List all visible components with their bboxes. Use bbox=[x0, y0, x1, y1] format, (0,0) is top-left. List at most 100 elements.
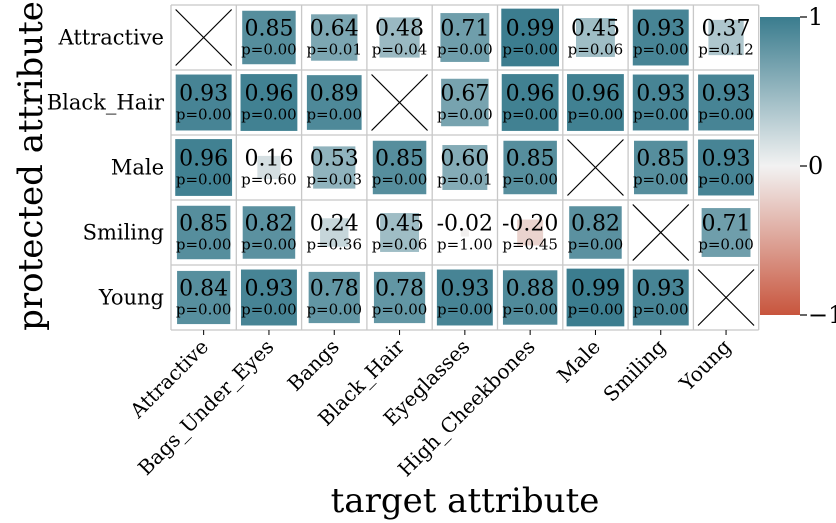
heatmap-cell: 0.85p=0.00 bbox=[176, 205, 232, 260]
cell-value-label: 0.78 bbox=[310, 277, 359, 302]
cell-value-label: 0.93 bbox=[179, 82, 228, 107]
heatmap-cell bbox=[371, 74, 428, 131]
cell-value-label: 0.93 bbox=[244, 277, 293, 302]
heatmap-cell: 0.53p=0.03 bbox=[306, 146, 362, 189]
cell-p-value-label: p=0.60 bbox=[241, 171, 297, 189]
cell-value-label: 0.45 bbox=[375, 212, 424, 237]
cell-p-value-label: p=0.00 bbox=[502, 41, 558, 59]
cell-p-value-label: p=0.00 bbox=[698, 106, 754, 124]
heatmap-cell: 0.85p=0.00 bbox=[633, 140, 689, 195]
heatmap-cell: 0.64p=0.01 bbox=[306, 14, 362, 61]
cell-square bbox=[698, 74, 755, 131]
heatmap-cell: 0.24p=0.36 bbox=[306, 212, 362, 254]
heatmap-cell: 0.85p=0.00 bbox=[502, 140, 558, 195]
cell-square bbox=[308, 271, 360, 324]
cell-p-value-label: p=0.00 bbox=[176, 301, 232, 319]
cell-value-label: 0.96 bbox=[571, 82, 620, 107]
heatmap-cell bbox=[697, 269, 755, 326]
cell-value-label: 0.96 bbox=[179, 147, 228, 172]
cell-value-label: 0.88 bbox=[506, 277, 555, 302]
diagonal-cross-mark bbox=[371, 74, 428, 131]
cell-square bbox=[240, 269, 297, 326]
cell-p-value-label: p=0.00 bbox=[241, 236, 297, 254]
cell-square bbox=[257, 155, 281, 180]
cell-value-label: 0.85 bbox=[244, 17, 293, 42]
cell-square bbox=[440, 13, 490, 62]
cell-square bbox=[567, 74, 624, 131]
cell-square bbox=[379, 17, 420, 58]
cell-value-label: 0.37 bbox=[702, 17, 751, 42]
heatmap-cell bbox=[567, 139, 624, 196]
cell-p-value-label: p=1.00 bbox=[437, 236, 493, 254]
heatmap-cell: 0.93p=0.00 bbox=[632, 9, 689, 66]
cell-square bbox=[701, 208, 751, 257]
cell-p-value-label: p=0.00 bbox=[502, 106, 558, 124]
cell-value-label: 0.82 bbox=[244, 212, 293, 237]
cell-p-value-label: p=0.00 bbox=[306, 301, 362, 319]
cell-p-value-label: p=0.00 bbox=[633, 106, 689, 124]
cell-value-label: -0.20 bbox=[502, 212, 558, 237]
heatmap-cell: 0.78p=0.00 bbox=[306, 271, 362, 324]
cell-square bbox=[380, 213, 420, 252]
heatmap-cell: 0.93p=0.00 bbox=[698, 74, 755, 131]
heatmap-cell: 0.45p=0.06 bbox=[568, 17, 624, 59]
heatmap-cell: 0.45p=0.06 bbox=[372, 212, 428, 254]
cell-value-label: 0.60 bbox=[440, 147, 489, 172]
cell-p-value-label: p=0.03 bbox=[306, 171, 362, 189]
cell-p-value-label: p=0.00 bbox=[698, 171, 754, 189]
cell-square bbox=[175, 74, 232, 131]
cell-square bbox=[501, 8, 560, 67]
heatmap-cell: 0.85p=0.00 bbox=[241, 10, 297, 65]
cell-value-label: 0.78 bbox=[375, 277, 424, 302]
cell-square bbox=[632, 74, 689, 131]
x-axis-label: target attribute bbox=[331, 481, 600, 521]
y-axis-label: protected attribute bbox=[11, 1, 51, 331]
cell-value-label: 0.93 bbox=[636, 17, 685, 42]
cell-square bbox=[460, 228, 469, 237]
cell-p-value-label: p=0.00 bbox=[633, 301, 689, 319]
cell-square bbox=[242, 206, 296, 259]
cell-square bbox=[698, 139, 755, 196]
cell-p-value-label: p=0.00 bbox=[437, 41, 493, 59]
colorbar-gradient bbox=[760, 17, 800, 315]
heatmap-cell: 0.71p=0.00 bbox=[437, 13, 493, 62]
cell-square bbox=[632, 9, 689, 66]
cell-p-value-label: p=0.12 bbox=[698, 41, 754, 59]
cell-square bbox=[320, 218, 349, 247]
cell-value-label: 0.89 bbox=[310, 82, 359, 107]
heatmap-cell: 0.67p=0.00 bbox=[437, 78, 493, 127]
cell-p-value-label: p=0.00 bbox=[698, 236, 754, 254]
column-label: Bangs bbox=[283, 335, 344, 396]
cell-square bbox=[436, 269, 493, 326]
cell-square bbox=[177, 270, 231, 325]
heatmap-cell: 0.16p=0.60 bbox=[241, 147, 297, 189]
heatmap-cell: 0.93p=0.00 bbox=[698, 139, 755, 196]
row-label: Male bbox=[111, 156, 164, 180]
cell-square bbox=[311, 14, 358, 61]
cell-p-value-label: p=0.01 bbox=[437, 171, 493, 189]
cell-p-value-label: p=0.00 bbox=[437, 106, 493, 124]
cell-p-value-label: p=0.00 bbox=[568, 236, 624, 254]
colorbar-tick-label: −1 bbox=[808, 301, 836, 329]
column-label: Young bbox=[674, 334, 736, 396]
heatmap-cell: 0.82p=0.00 bbox=[241, 206, 297, 259]
cell-value-label: 0.96 bbox=[506, 82, 555, 107]
cell-p-value-label: p=0.00 bbox=[306, 106, 362, 124]
heatmap-cell: 0.96p=0.00 bbox=[240, 74, 298, 131]
heatmap-cells: 0.85p=0.000.64p=0.010.48p=0.040.71p=0.00… bbox=[170, 4, 760, 335]
cell-square bbox=[242, 10, 296, 65]
cell-value-label: 0.85 bbox=[179, 212, 228, 237]
column-label: Male bbox=[552, 335, 605, 388]
heatmap-cell: 0.93p=0.00 bbox=[240, 269, 297, 326]
cell-square bbox=[517, 219, 544, 246]
heatmap-cell: 0.84p=0.00 bbox=[176, 270, 232, 325]
heatmap-cell: 0.96p=0.00 bbox=[501, 74, 559, 131]
cell-square bbox=[502, 270, 558, 325]
cell-p-value-label: p=0.00 bbox=[176, 236, 232, 254]
cell-square bbox=[306, 75, 362, 130]
cell-value-label: 0.99 bbox=[571, 277, 620, 302]
heatmap-cell: 0.99p=0.00 bbox=[501, 8, 560, 67]
cell-square bbox=[569, 206, 622, 259]
